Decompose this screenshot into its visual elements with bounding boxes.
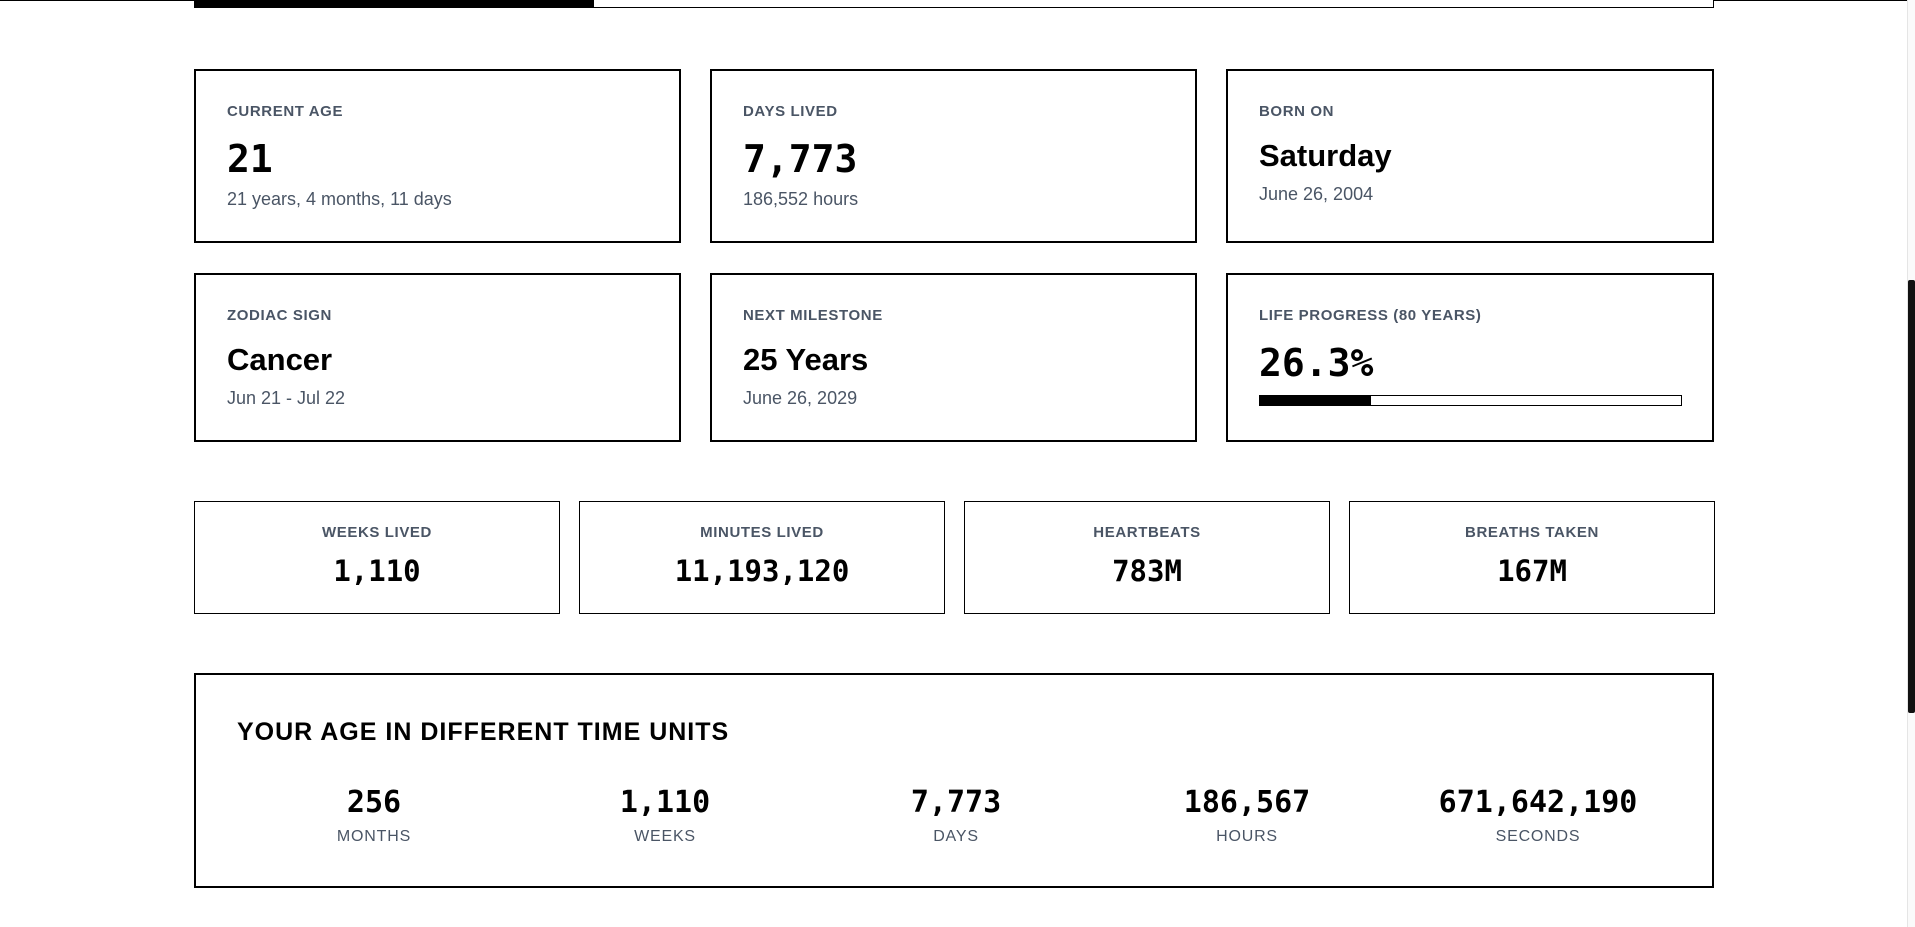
- life-progress-value: 26.3%: [1259, 341, 1374, 385]
- breaths-taken-value: 167M: [1497, 554, 1567, 588]
- time-units-panel: YOUR AGE IN DIFFERENT TIME UNITS 256 MON…: [194, 673, 1714, 888]
- life-progress-header-bar: [194, 0, 1714, 8]
- days-lived-label: DAYS LIVED: [743, 103, 838, 120]
- days-lived-card: DAYS LIVED 7,773 186,552 hours: [710, 69, 1197, 243]
- life-progress-card: LIFE PROGRESS (80 YEARS) 26.3%: [1226, 273, 1714, 442]
- heartbeats-stat: HEARTBEATS 783M: [964, 501, 1330, 614]
- time-units-title: YOUR AGE IN DIFFERENT TIME UNITS: [237, 718, 730, 746]
- born-on-card: BORN ON Saturday June 26, 2004: [1226, 69, 1714, 243]
- breaths-taken-label: BREATHS TAKEN: [1465, 524, 1599, 541]
- zodiac-sign-label: ZODIAC SIGN: [227, 307, 332, 324]
- life-progress-label: LIFE PROGRESS (80 YEARS): [1259, 307, 1482, 324]
- zodiac-sign-value: Cancer: [227, 342, 333, 377]
- unit-months: 256 MONTHS: [228, 785, 520, 846]
- born-on-weekday: Saturday: [1259, 138, 1392, 173]
- breaths-taken-stat: BREATHS TAKEN 167M: [1349, 501, 1715, 614]
- unit-weeks-label: WEEKS: [634, 828, 696, 845]
- page-scrollbar[interactable]: [1907, 0, 1915, 927]
- minutes-lived-value: 11,193,120: [674, 554, 850, 588]
- weeks-lived-label: WEEKS LIVED: [322, 524, 432, 541]
- next-milestone-card: NEXT MILESTONE 25 Years June 26, 2029: [710, 273, 1197, 442]
- unit-hours-value: 186,567: [1183, 785, 1311, 820]
- unit-months-value: 256: [346, 785, 402, 820]
- next-milestone-label: NEXT MILESTONE: [743, 307, 883, 324]
- unit-weeks: 1,110 WEEKS: [519, 785, 811, 846]
- heartbeats-value: 783M: [1112, 554, 1182, 588]
- unit-seconds: 671,642,190 SECONDS: [1392, 785, 1684, 846]
- unit-hours-label: HOURS: [1216, 828, 1278, 845]
- weeks-lived-stat: WEEKS LIVED 1,110: [194, 501, 560, 614]
- unit-months-label: MONTHS: [336, 828, 412, 845]
- current-age-label: CURRENT AGE: [227, 103, 344, 120]
- scrollbar-thumb[interactable]: [1908, 280, 1915, 713]
- next-milestone-value: 25 Years: [743, 342, 869, 377]
- unit-days: 7,773 DAYS: [810, 785, 1102, 846]
- days-lived-value: 7,773: [743, 137, 858, 181]
- unit-seconds-label: SECONDS: [1495, 828, 1581, 845]
- current-age-card: CURRENT AGE 21 21 years, 4 months, 11 da…: [194, 69, 681, 243]
- weeks-lived-value: 1,110: [333, 554, 421, 588]
- minutes-lived-label: MINUTES LIVED: [700, 524, 824, 541]
- birth-date: June 26, 2004: [1259, 184, 1374, 204]
- unit-hours: 186,567 HOURS: [1101, 785, 1393, 846]
- life-progress-fill: [1260, 396, 1371, 405]
- current-age-value: 21: [227, 137, 273, 181]
- life-progress-bar: [1259, 395, 1682, 406]
- current-age-detail: 21 years, 4 months, 11 days: [227, 189, 452, 209]
- hours-lived-detail: 186,552 hours: [743, 189, 859, 209]
- unit-seconds-value: 671,642,190: [1438, 785, 1638, 820]
- next-milestone-date: June 26, 2029: [743, 388, 858, 408]
- heartbeats-label: HEARTBEATS: [1093, 524, 1201, 541]
- life-progress-header-fill: [195, 0, 595, 7]
- unit-days-label: DAYS: [933, 828, 979, 845]
- minutes-lived-stat: MINUTES LIVED 11,193,120: [579, 501, 945, 614]
- born-on-label: BORN ON: [1259, 103, 1335, 120]
- zodiac-date-range: Jun 21 - Jul 22: [227, 388, 346, 408]
- unit-weeks-value: 1,110: [619, 785, 711, 820]
- unit-days-value: 7,773: [910, 785, 1002, 820]
- zodiac-sign-card: ZODIAC SIGN Cancer Jun 21 - Jul 22: [194, 273, 681, 442]
